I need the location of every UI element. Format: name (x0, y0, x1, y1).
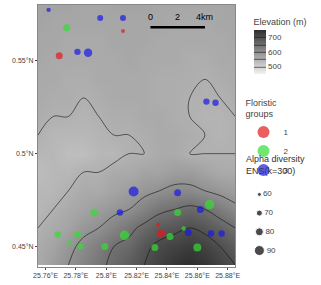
svg-text:25.84°E: 25.84°E (154, 272, 179, 279)
svg-text:25.86°E: 25.86°E (185, 272, 210, 279)
svg-text:Floristicgroups: Floristicgroups (246, 98, 277, 120)
svg-text:0.55°N: 0.55°N (12, 57, 33, 64)
svg-text:Elevation (m): Elevation (m) (254, 17, 307, 27)
svg-text:60: 60 (263, 189, 272, 198)
svg-text:4km: 4km (196, 12, 213, 22)
svg-text:Alpha diversityENS(k=300): Alpha diversityENS(k=300) (246, 154, 305, 176)
svg-text:500: 500 (268, 62, 282, 71)
svg-text:2: 2 (175, 12, 180, 22)
svg-text:70: 70 (264, 208, 273, 217)
svg-text:700: 700 (268, 33, 282, 42)
svg-text:0.45°N: 0.45°N (12, 243, 33, 250)
svg-text:25.88°E: 25.88°E (215, 272, 240, 279)
svg-text:25.78°E: 25.78°E (63, 272, 88, 279)
svg-text:0: 0 (148, 12, 153, 22)
svg-text:25.8°E: 25.8°E (96, 272, 117, 279)
svg-text:90: 90 (267, 246, 276, 255)
svg-text:2: 2 (284, 147, 289, 156)
svg-text:0.5°N: 0.5°N (16, 150, 34, 157)
svg-text:25.82°E: 25.82°E (124, 272, 149, 279)
svg-text:80: 80 (265, 227, 274, 236)
svg-text:1: 1 (284, 128, 289, 137)
svg-text:3: 3 (284, 166, 289, 175)
svg-text:25.76°E: 25.76°E (33, 272, 58, 279)
svg-text:600: 600 (268, 48, 282, 57)
